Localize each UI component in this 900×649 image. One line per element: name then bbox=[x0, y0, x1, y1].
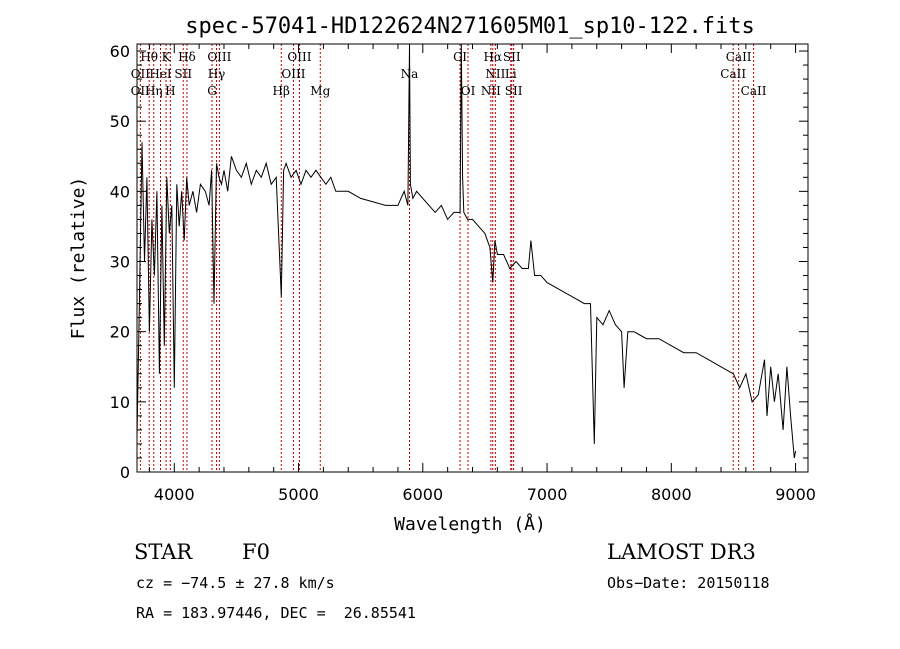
x-tick-label: 8000 bbox=[651, 485, 692, 504]
y-tick-label: 60 bbox=[110, 42, 130, 61]
line-marker-label: SII bbox=[174, 67, 192, 81]
axis-ticks bbox=[137, 44, 808, 473]
observation-date: Obs−Date: 20150118 bbox=[607, 574, 770, 592]
x-tick-label: 4000 bbox=[154, 485, 195, 504]
object-subclass: F0 bbox=[242, 540, 270, 564]
line-marker-label: Hα bbox=[483, 50, 502, 64]
line-marker-label: OII bbox=[131, 84, 151, 98]
coordinates-readout: RA = 183.97446, DEC = 26.85541 bbox=[136, 604, 416, 622]
y-tick-label: 30 bbox=[110, 253, 130, 272]
line-marker-label: Hδ bbox=[178, 50, 196, 64]
y-tick-label: 40 bbox=[110, 182, 130, 201]
y-tick-label: 0 bbox=[120, 463, 130, 482]
line-marker-label: K bbox=[162, 50, 172, 64]
spectrum-series-line bbox=[136, 43, 797, 459]
line-marker-label: SII bbox=[505, 84, 523, 98]
x-tick-label: 9000 bbox=[775, 485, 816, 504]
y-axis-label: Flux (relative) bbox=[68, 177, 89, 340]
line-marker-label: NII bbox=[485, 67, 505, 81]
x-tick-label: 5000 bbox=[278, 485, 319, 504]
line-marker-label: Hβ bbox=[273, 84, 290, 98]
line-marker-label: CaII bbox=[741, 84, 767, 98]
object-class: STAR bbox=[134, 540, 193, 564]
line-marker-label: HeI bbox=[149, 67, 172, 81]
line-marker-label: OIII bbox=[281, 67, 305, 81]
survey-name: LAMOST DR3 bbox=[607, 540, 756, 564]
x-tick-label: 7000 bbox=[527, 485, 568, 504]
chart-title: spec-57041-HD122624N271605M01_sp10-122.f… bbox=[185, 14, 755, 39]
line-marker-label: CaII bbox=[726, 50, 752, 64]
x-axis-label: Wavelength (Å) bbox=[394, 513, 546, 535]
spectrum-chart: spec-57041-HD122624N271605M01_sp10-122.f… bbox=[68, 14, 816, 535]
line-marker-label: OI bbox=[461, 84, 476, 98]
line-marker-label: H bbox=[165, 84, 175, 98]
line-marker-label: Li bbox=[505, 67, 517, 81]
y-tick-label: 10 bbox=[110, 393, 130, 412]
line-marker-label: CI bbox=[453, 50, 467, 64]
line-marker-label: G bbox=[207, 84, 217, 98]
x-tick-label: 6000 bbox=[402, 485, 443, 504]
plot-frame bbox=[136, 43, 809, 473]
line-marker-label: Hγ bbox=[208, 67, 226, 81]
line-marker-label: Hθ bbox=[140, 50, 158, 64]
redshift-readout: cz = −74.5 ± 27.8 km/s bbox=[136, 574, 335, 592]
y-tick-label: 50 bbox=[110, 112, 130, 131]
line-marker-label: OII bbox=[131, 67, 151, 81]
line-marker-label: Hη bbox=[145, 84, 163, 98]
line-marker-label: CaII bbox=[720, 67, 746, 81]
line-marker-label: Mg bbox=[310, 84, 330, 98]
spectral-line-markers bbox=[139, 44, 755, 472]
line-marker-label: OIII bbox=[287, 50, 311, 64]
line-marker-label: NII bbox=[481, 84, 501, 98]
line-marker-label: SII bbox=[503, 50, 521, 64]
line-marker-label: OIII bbox=[207, 50, 231, 64]
axis-tick-labels: 4000 5000 6000 7000 8000 9000 0 10 20 30 40 50 60 bbox=[110, 42, 816, 504]
y-tick-label: 20 bbox=[110, 323, 130, 342]
